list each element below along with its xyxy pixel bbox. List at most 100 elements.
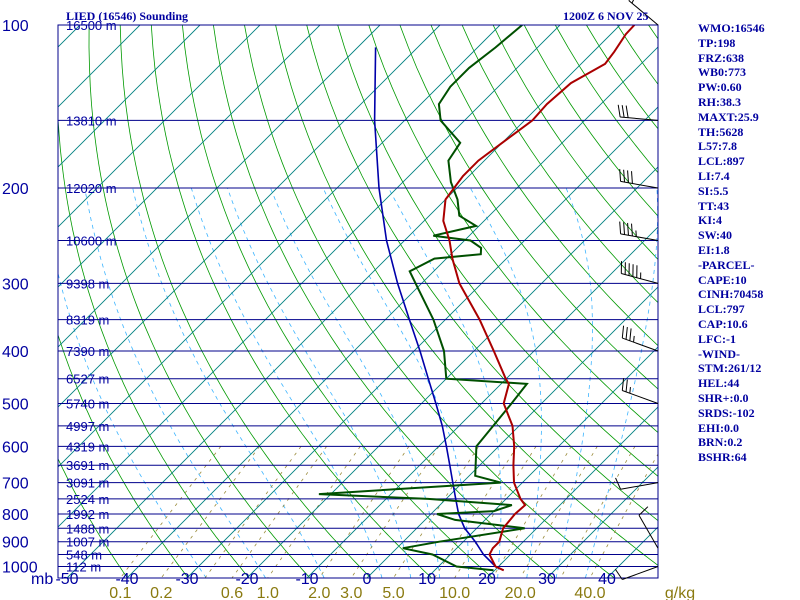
- height-label: 4319 m: [66, 439, 109, 454]
- mixing-ratio-line: [560, 446, 636, 578]
- isotherm-line: [58, 25, 381, 348]
- dry-adiabat-line: [306, 25, 658, 522]
- index-line: LCL:797: [698, 302, 745, 317]
- index-line: SI:5.5: [698, 183, 729, 198]
- isotherm-line: [186, 106, 658, 578]
- moist-adiabat-line: [585, 187, 658, 578]
- mixing-ratio-unit-label: g/kg: [665, 585, 695, 600]
- wind-barb-shaft: [628, 0, 659, 26]
- index-line: -PARCEL-: [698, 257, 755, 272]
- wind-barb-shaft: [621, 273, 659, 284]
- moist-adiabat-line: [190, 187, 383, 578]
- index-line: LFC:-1: [698, 331, 736, 346]
- isotherm-line: [246, 166, 658, 578]
- moist-adiabat-line: [270, 187, 441, 578]
- height-label: 1488 m: [66, 521, 109, 536]
- height-label: 548 m: [66, 547, 102, 562]
- isotherm-line: [58, 25, 441, 408]
- isotherm-line: [58, 25, 261, 228]
- wind-barb-flag: [623, 169, 626, 183]
- height-label: 8319 m: [66, 313, 109, 328]
- temperature-tick-label: -40: [115, 571, 138, 588]
- wind-barb-flag: [633, 335, 635, 343]
- pressure-unit-label: mb: [31, 571, 53, 588]
- pressure-tick-label: 600: [2, 439, 29, 456]
- wind-barb-flag: [627, 222, 629, 236]
- mixing-ratio-line: [204, 446, 302, 578]
- wind-barb-flag: [625, 379, 628, 392]
- plot-frame: [57, 24, 659, 579]
- mixing-ratio-tick-label: 0.2: [150, 585, 172, 600]
- wind-barb: [628, 0, 659, 26]
- background-lines: [58, 25, 658, 578]
- height-label: 12020 m: [66, 181, 117, 196]
- wind-barb-flag: [619, 169, 622, 182]
- mixing-ratio-line: [231, 446, 327, 578]
- index-line: WMO:16546: [698, 21, 765, 35]
- isotherm-line: [426, 346, 658, 578]
- wind-barb: [638, 506, 659, 549]
- temperature-tick-label: -20: [235, 571, 258, 588]
- wind-barb-shaft: [622, 566, 659, 580]
- wind-barb: [621, 325, 659, 352]
- pressure-tick-label: 300: [2, 276, 29, 293]
- temperature-tick-label: 0: [363, 571, 372, 588]
- dry-adiabat-line: [58, 333, 189, 578]
- wind-barb-flag: [619, 221, 622, 234]
- mixing-ratio-line: [519, 446, 598, 578]
- height-label: 10600 m: [66, 233, 117, 248]
- wind-barb: [614, 566, 659, 580]
- index-line: BRN:0.2: [698, 435, 743, 450]
- height-label: 4997 m: [66, 419, 109, 434]
- wind-barb-shaft: [620, 180, 659, 189]
- isotherm-line: [66, 25, 621, 578]
- mixing-ratio-tick-label: 3.0: [340, 585, 362, 600]
- dry-adiabat-line: [88, 25, 311, 578]
- moist-adiabat-line: [555, 187, 593, 578]
- height-label: 7390 m: [66, 344, 109, 359]
- temperature-tick-label: -10: [295, 571, 318, 588]
- index-line: RH:38.3: [698, 94, 741, 109]
- mixing-ratio-tick-label: 0.1: [109, 585, 131, 600]
- mixing-ratio-tick-label: 10.0: [439, 585, 470, 600]
- temperature-tick-label: 10: [418, 571, 436, 588]
- dry-adiabat-line: [399, 25, 658, 390]
- index-line: EI:1.8: [698, 242, 730, 257]
- height-label: 5740 m: [66, 397, 109, 412]
- wind-barb: [617, 104, 659, 121]
- index-line: SW:40: [698, 228, 733, 243]
- moist-adiabat-line: [227, 187, 412, 578]
- mixing-ratio-tick-label: 5.0: [382, 585, 404, 600]
- isotherm-line: [486, 406, 658, 578]
- mixing-ratio-line: [393, 446, 479, 578]
- wind-barb-flag: [621, 325, 625, 339]
- mixing-ratio-tick-label: 0.6: [221, 585, 243, 600]
- index-line: PW:0.60: [698, 80, 742, 95]
- dry-adiabat-line: [430, 25, 658, 347]
- index-line: TT:43: [698, 198, 730, 213]
- pressure-tick-label: 400: [2, 344, 29, 361]
- temperature-tick-label: 30: [538, 571, 556, 588]
- mixing-ratio-line: [589, 453, 658, 578]
- dry-adiabat-line: [461, 25, 658, 304]
- indices-panel: WMO:16546 TP:198 FRZ:638 WB0:773 PW:0.60 RH:3…: [698, 21, 798, 465]
- dry-adiabat-line: [58, 25, 250, 578]
- wind-barb-flag: [615, 477, 622, 490]
- index-line: EHI:0.0: [698, 420, 740, 435]
- index-line: CAP:10.6: [698, 316, 748, 331]
- wind-barb-flag: [631, 0, 635, 4]
- mixing-ratio-tick-label: 40.0: [574, 585, 605, 600]
- temperature-tick-label: 40: [598, 571, 616, 588]
- index-line: FRZ:638: [698, 50, 744, 65]
- wind-barb-flag: [621, 105, 625, 118]
- height-label: 6527 m: [66, 372, 109, 387]
- wind-barb-shaft: [622, 337, 659, 352]
- mixing-ratio-line: [318, 446, 410, 578]
- index-line: KI:4: [698, 213, 722, 228]
- height-label: 2524 m: [66, 492, 109, 507]
- height-label: 1007 m: [66, 535, 109, 550]
- height-label: 16500 m: [66, 18, 117, 33]
- pressure-tick-label: 200: [2, 181, 29, 198]
- height-label: 3691 m: [66, 458, 109, 473]
- dry-adiabat-line: [119, 25, 372, 578]
